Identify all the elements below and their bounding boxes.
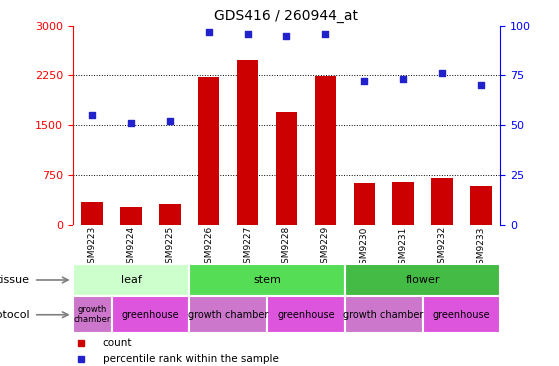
- Text: GSM9233: GSM9233: [476, 226, 485, 270]
- Text: growth chamber: growth chamber: [188, 310, 268, 320]
- Text: greenhouse: greenhouse: [277, 310, 335, 320]
- Bar: [470, 186, 491, 225]
- Point: [88, 112, 97, 118]
- Bar: [82, 202, 103, 225]
- Bar: [237, 60, 258, 225]
- Point: [438, 71, 447, 76]
- Text: GSM9225: GSM9225: [165, 226, 174, 269]
- Bar: [73, 296, 112, 333]
- Text: GSM9223: GSM9223: [88, 226, 97, 269]
- Bar: [432, 178, 453, 225]
- Point: [165, 119, 174, 124]
- Title: GDS416 / 260944_at: GDS416 / 260944_at: [215, 9, 358, 23]
- Bar: [353, 183, 375, 225]
- Text: GSM9230: GSM9230: [360, 226, 369, 270]
- Text: leaf: leaf: [121, 275, 141, 285]
- Text: GSM9229: GSM9229: [321, 226, 330, 269]
- Bar: [315, 76, 336, 225]
- Bar: [159, 205, 181, 225]
- Bar: [73, 264, 190, 296]
- Text: GSM9224: GSM9224: [126, 226, 135, 269]
- Point: [243, 31, 252, 37]
- Text: GSM9232: GSM9232: [438, 226, 447, 269]
- Text: GSM9231: GSM9231: [399, 226, 408, 270]
- Text: tissue: tissue: [0, 275, 30, 285]
- Bar: [120, 207, 141, 225]
- Text: growth chamber: growth chamber: [343, 310, 424, 320]
- Bar: [198, 78, 220, 225]
- Text: greenhouse: greenhouse: [433, 310, 490, 320]
- Bar: [423, 296, 500, 333]
- Point: [476, 82, 485, 88]
- Point: [282, 33, 291, 38]
- Bar: [392, 182, 414, 225]
- Bar: [190, 264, 345, 296]
- Point: [204, 29, 213, 34]
- Text: GSM9228: GSM9228: [282, 226, 291, 269]
- Text: growth protocol: growth protocol: [0, 310, 30, 320]
- Point: [360, 79, 369, 85]
- Text: percentile rank within the sample: percentile rank within the sample: [103, 354, 278, 365]
- Bar: [345, 264, 500, 296]
- Bar: [276, 112, 297, 225]
- Text: stem: stem: [253, 275, 281, 285]
- Point: [126, 120, 135, 126]
- Text: GSM9226: GSM9226: [204, 226, 213, 269]
- Text: count: count: [103, 338, 132, 348]
- Bar: [190, 296, 267, 333]
- Text: GSM9227: GSM9227: [243, 226, 252, 269]
- Text: flower: flower: [405, 275, 440, 285]
- Point: [399, 76, 408, 82]
- Text: greenhouse: greenhouse: [122, 310, 179, 320]
- Text: growth
chamber: growth chamber: [73, 305, 111, 325]
- Bar: [345, 296, 423, 333]
- Bar: [267, 296, 345, 333]
- Point: [321, 31, 330, 37]
- Bar: [112, 296, 190, 333]
